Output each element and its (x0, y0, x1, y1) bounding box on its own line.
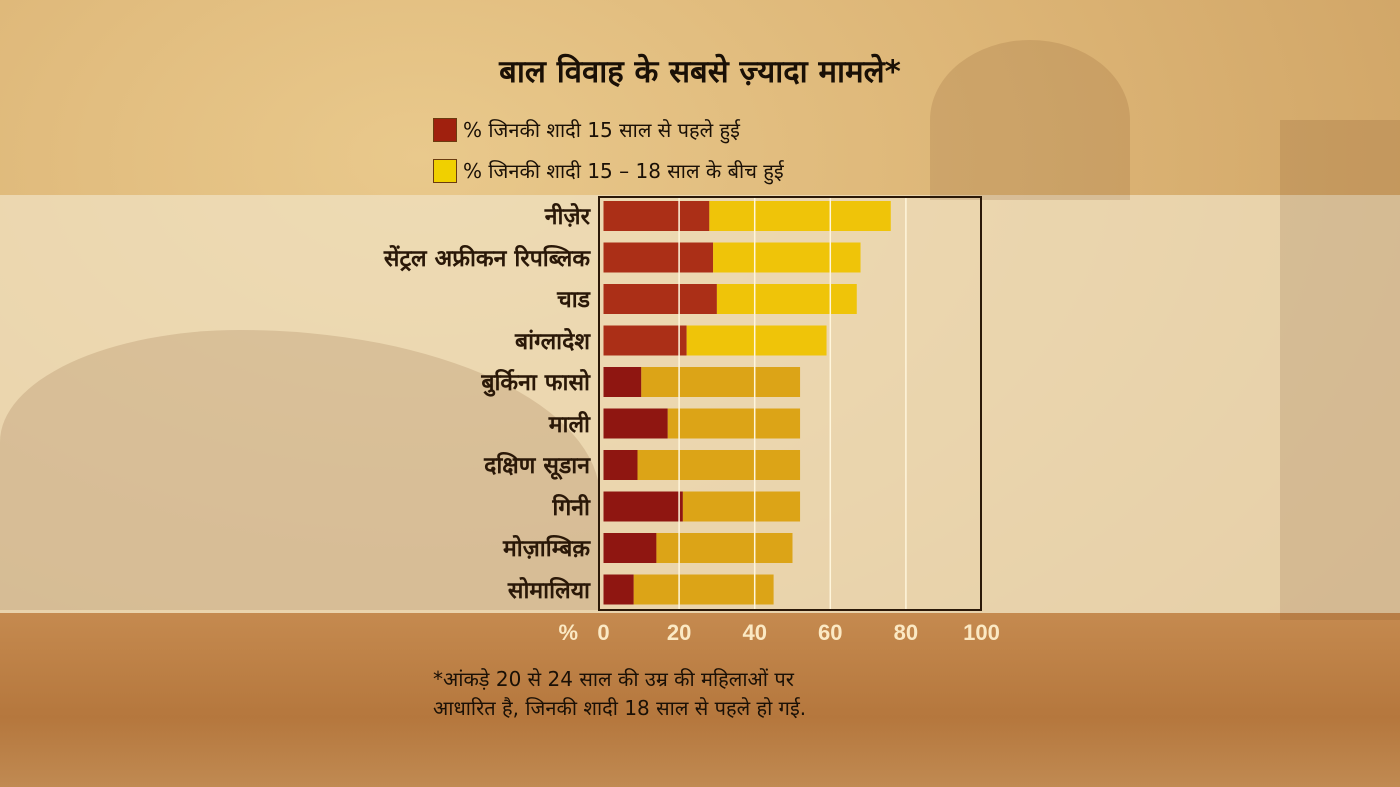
category-label: चाड (557, 287, 590, 313)
bar-segment (667, 408, 801, 439)
x-tick-label: 60 (818, 620, 842, 645)
category-label: माली (548, 411, 590, 438)
category-label: बुर्किना फासो (481, 370, 590, 396)
x-tick-label: 80 (894, 620, 918, 645)
category-label: दक्षिण सूडान (484, 453, 590, 479)
bar-segment (603, 450, 638, 480)
category-label: बांग्लादेश (515, 328, 590, 355)
bar-segment (603, 201, 710, 231)
bar-segment (603, 574, 634, 605)
footnote-line: आधारित है, जिनकी शादी 18 साल से पहले हो … (433, 696, 807, 720)
bar-segment (603, 408, 668, 439)
legend-item-15-18: % जिनकी शादी 15 – 18 साल के बीच हुई (433, 157, 784, 184)
legend-label: % जिनकी शादी 15 – 18 साल के बीच हुई (463, 159, 784, 183)
legend-swatch (433, 158, 457, 183)
category-label: गिनी (552, 494, 590, 521)
bar-segment (716, 284, 857, 314)
bar-segment (709, 201, 891, 231)
legend-label: % जिनकी शादी 15 साल से पहले हुई (463, 118, 740, 142)
legend-item-under-15: % जिनकी शादी 15 साल से पहले हुई (433, 116, 740, 143)
footnote-line: *आंकड़े 20 से 24 साल की उम्र की महिलाओं … (433, 667, 794, 691)
bar-segment (713, 242, 861, 273)
x-tick-label: 40 (742, 620, 766, 645)
bar-segment (603, 533, 657, 563)
category-label: नीज़ेर (544, 204, 590, 230)
bar-segment (603, 325, 687, 356)
category-label: मोज़ाम्बिक़ (503, 536, 590, 562)
category-label: सोमालिया (507, 577, 590, 604)
bar-segment (603, 367, 642, 397)
bar-segment (686, 325, 827, 356)
tower-silhouette (1280, 120, 1400, 620)
bar-segment (603, 242, 714, 273)
footnote: *आंकड़े 20 से 24 साल की उम्र की महिलाओं … (433, 665, 806, 723)
bottom-band (0, 613, 1400, 787)
x-tick-label: 100 (963, 620, 1000, 645)
x-axis-unit: % (558, 620, 578, 645)
chart-title: बाल विवाह के सबसे ज़्यादा मामले* (499, 54, 901, 90)
bar-segment (633, 574, 774, 605)
bar-segment (641, 367, 801, 397)
bar-segment (637, 450, 801, 480)
x-tick-label: 0 (597, 620, 609, 645)
bar-segment (656, 533, 793, 563)
category-label: सेंट्रल अफ्रीकन रिपब्लिक (383, 245, 590, 272)
bar-segment (682, 491, 801, 522)
plot-frame (598, 196, 982, 611)
bar-segment (603, 491, 683, 522)
dome-silhouette (930, 40, 1130, 200)
legend-swatch (433, 117, 457, 142)
x-tick-label: 20 (667, 620, 691, 645)
bar-segment (603, 284, 717, 314)
